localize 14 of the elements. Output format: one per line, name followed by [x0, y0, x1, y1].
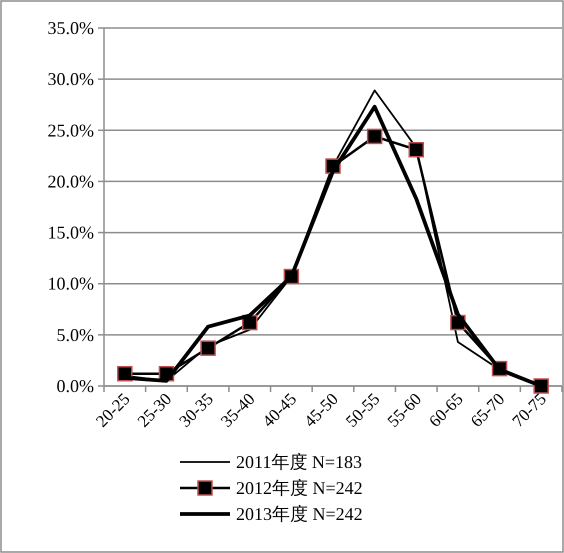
point	[408, 142, 424, 158]
y-tick-label: 30.0%	[48, 69, 94, 90]
y-tick-label: 20.0%	[48, 171, 94, 192]
y-tick-label: 5.0%	[56, 324, 94, 345]
y-tick-label: 0.0%	[56, 376, 94, 396]
legend-label: 2012年度 N=242	[236, 478, 363, 498]
point	[200, 340, 216, 356]
y-tick-label: 35.0%	[48, 18, 94, 38]
y-tick-label: 15.0%	[48, 222, 94, 243]
point	[366, 128, 382, 144]
legend-label: 2011年度 N=183	[236, 452, 362, 472]
legend-label: 2013年度 N=242	[236, 504, 363, 524]
y-tick-label: 25.0%	[48, 120, 94, 140]
y-tick-label: 10.0%	[48, 274, 94, 294]
